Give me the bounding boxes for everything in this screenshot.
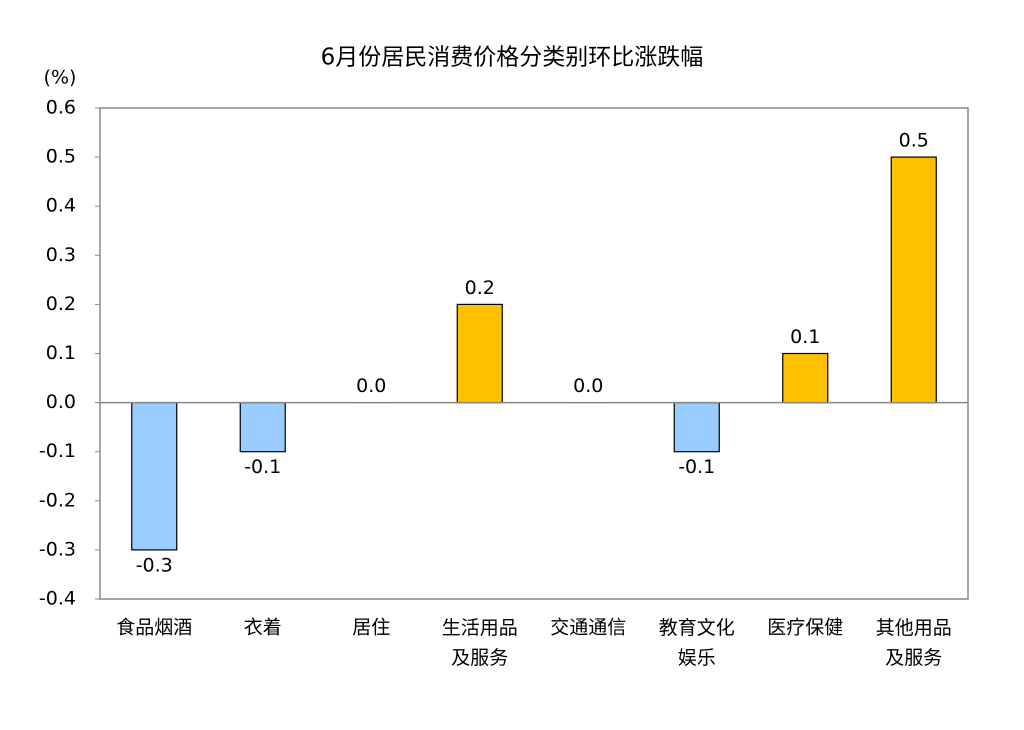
y-tick-label: 0.0 <box>46 391 76 413</box>
y-tick-label: 0.2 <box>46 293 76 315</box>
data-label: -0.3 <box>136 554 173 576</box>
y-tick-label: 0.4 <box>46 195 76 217</box>
bar <box>782 352 829 404</box>
y-axis-label: (%) <box>44 67 77 89</box>
x-tick-label: 生活用品及服务 <box>442 617 518 669</box>
data-label: -0.1 <box>678 456 715 478</box>
chart-title: 6月份居民消费价格分类别环比涨跌幅 <box>321 45 704 71</box>
x-tick-label: 衣着 <box>244 617 282 639</box>
x-tick-label: 教育文化娱乐 <box>659 617 735 669</box>
bar <box>239 402 286 453</box>
x-tick-label: 居住 <box>352 617 390 639</box>
y-tick-label: 0.1 <box>46 342 76 364</box>
y-tick-label: 0.3 <box>46 244 76 266</box>
y-tick-label: 0.5 <box>46 146 76 168</box>
x-tick-label: 食品烟酒 <box>116 617 192 639</box>
y-tick-label: -0.3 <box>39 538 76 560</box>
bar <box>890 156 937 404</box>
data-label: 0.0 <box>573 375 603 397</box>
bar <box>456 303 503 404</box>
y-tick-label: 0.6 <box>46 97 76 119</box>
data-label: 0.1 <box>790 326 820 348</box>
data-label: 0.5 <box>899 130 929 152</box>
x-tick-label: 医疗保健 <box>767 617 843 639</box>
bar <box>673 402 720 453</box>
bar <box>131 402 178 551</box>
x-tick-label: 交通通信 <box>550 617 626 639</box>
data-label: 0.2 <box>465 277 495 299</box>
y-tick-label: -0.4 <box>39 588 76 610</box>
y-tick-label: -0.1 <box>39 440 76 462</box>
y-tick-label: -0.2 <box>39 489 76 511</box>
data-label: -0.1 <box>244 456 281 478</box>
data-label: 0.0 <box>356 375 386 397</box>
x-tick-label: 其他用品及服务 <box>876 617 952 669</box>
